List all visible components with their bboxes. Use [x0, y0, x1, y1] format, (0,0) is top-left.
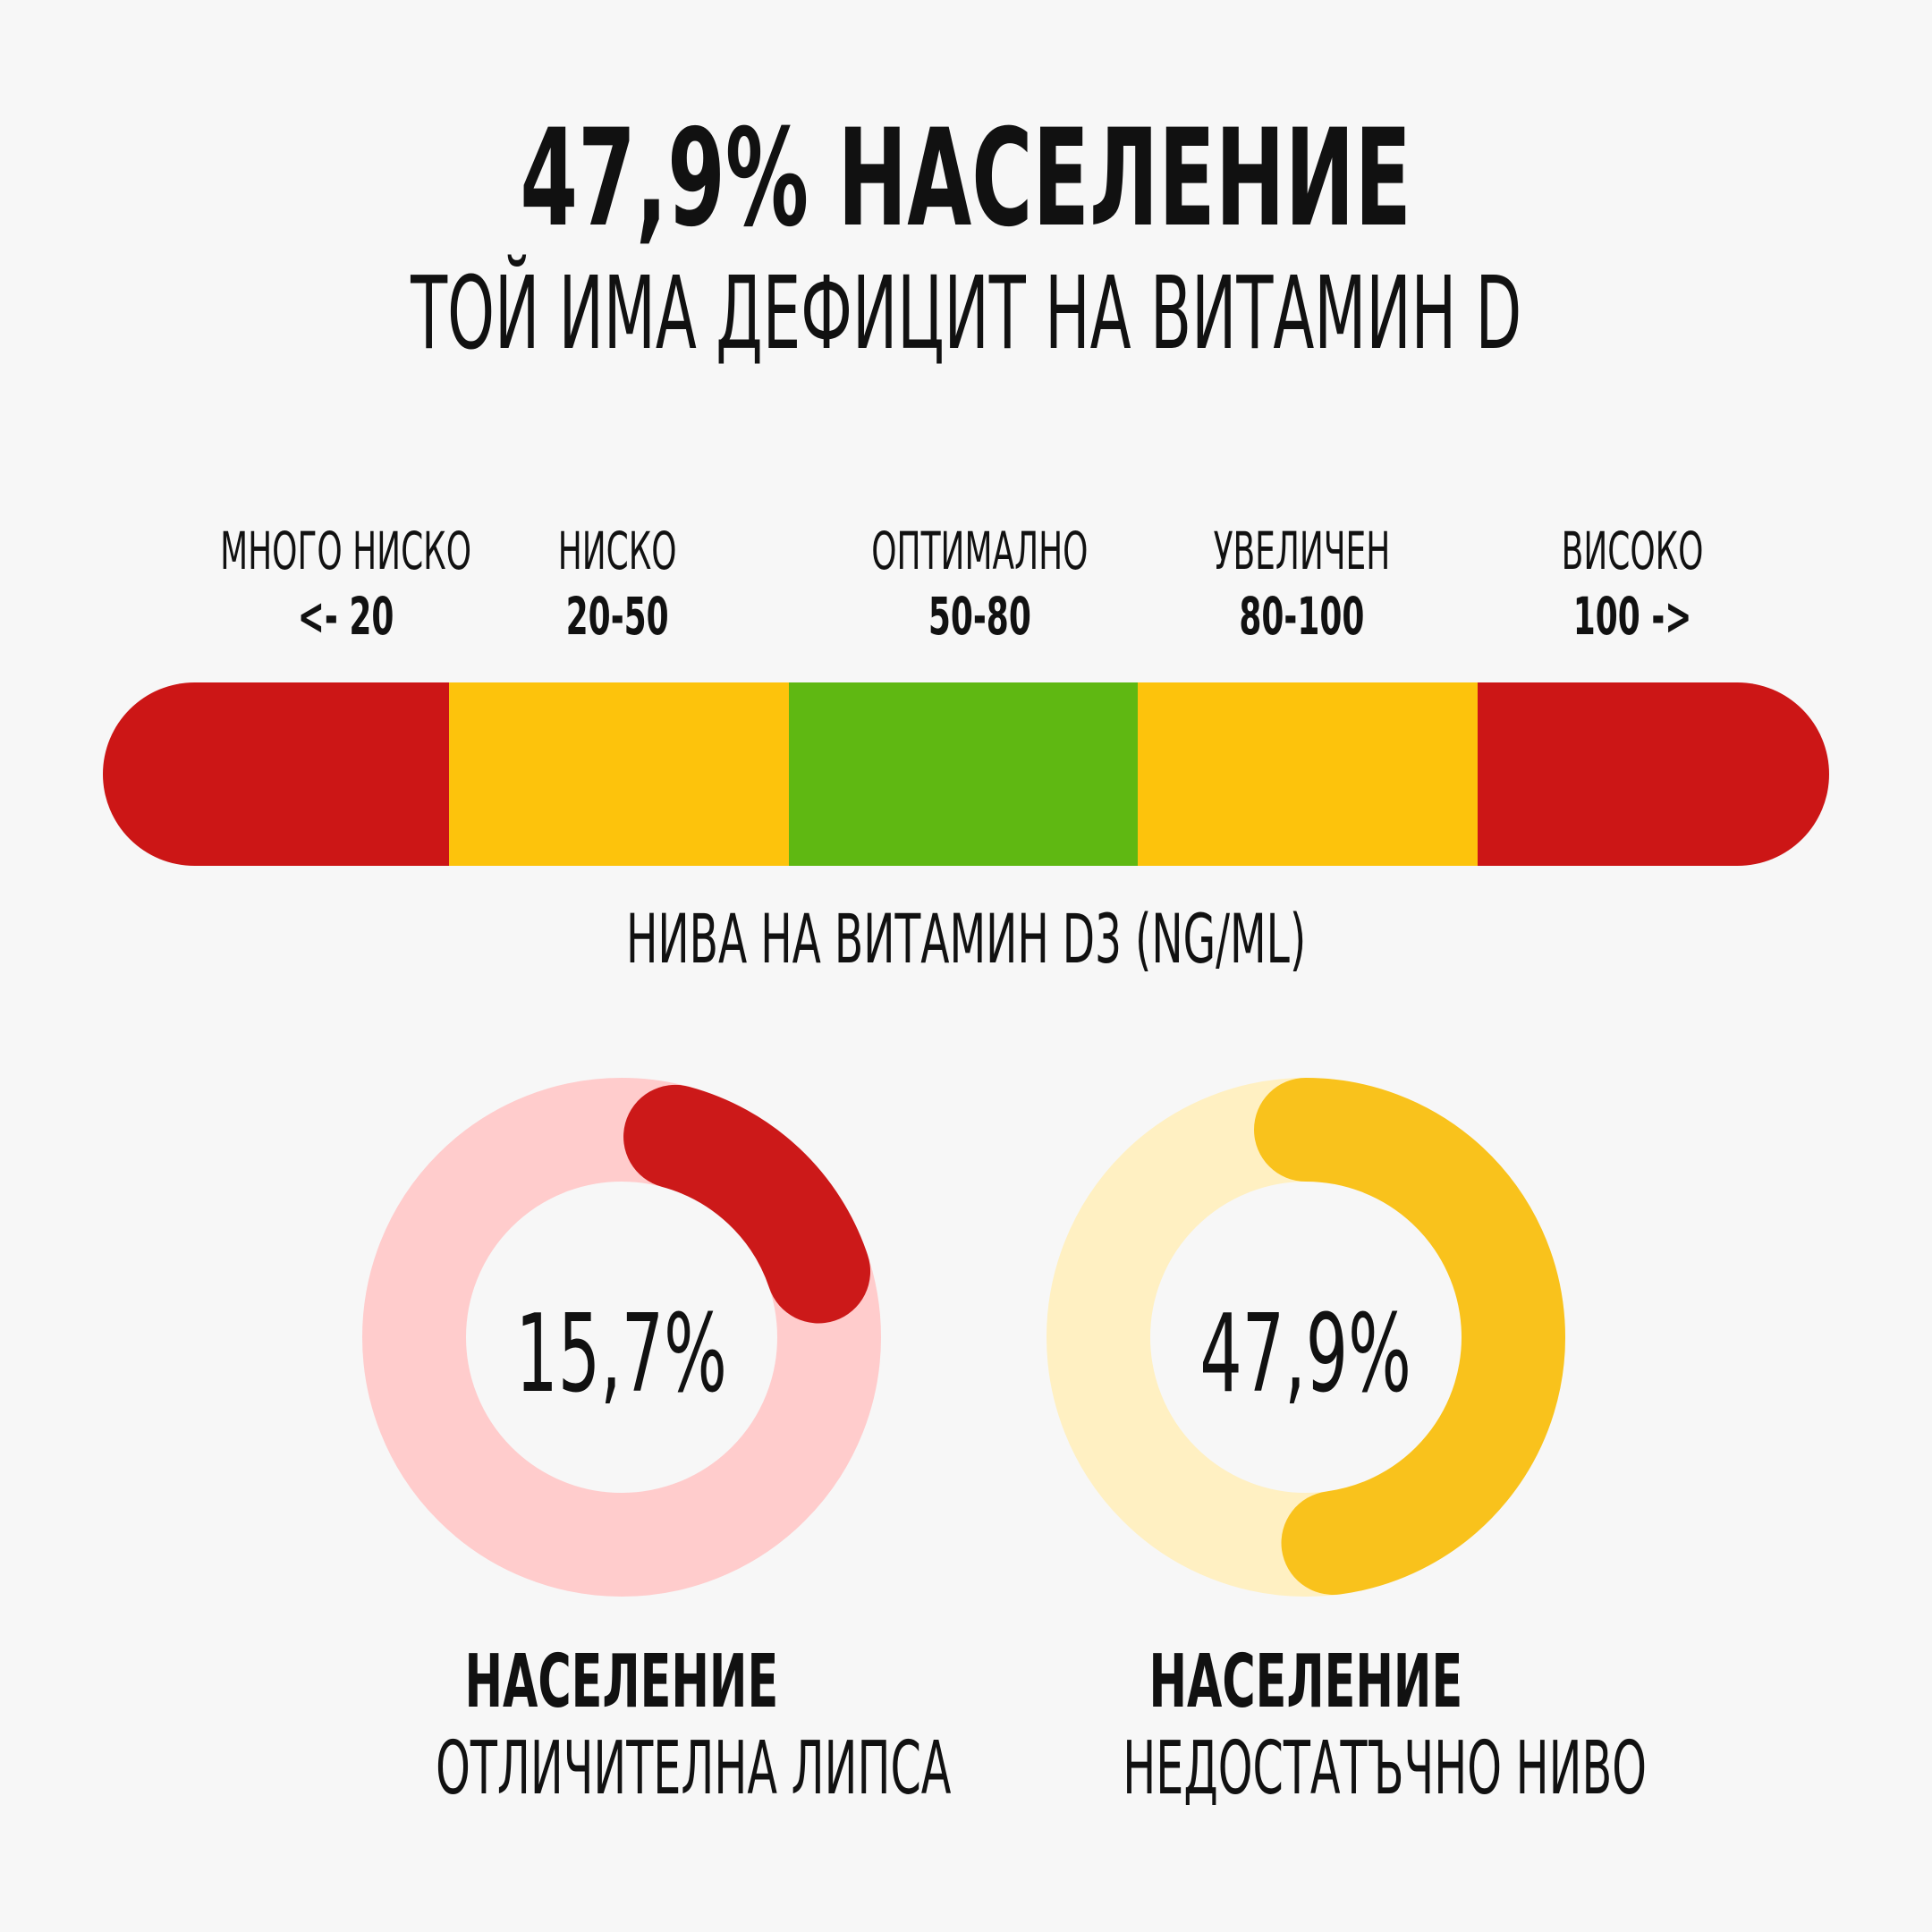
headline: 47,9% НАСЕЛЕНИЕ — [0, 112, 1932, 246]
scale-segment-low — [449, 682, 789, 866]
donut-value-text: 47,9% — [1199, 1292, 1412, 1417]
donut-value-deficiency: 15,7% — [353, 1301, 890, 1409]
vitamin-d-scale-bar — [103, 682, 1829, 866]
caption-subtitle-text: НЕДОСТАТЪЧНО НИВО — [1123, 1726, 1647, 1811]
caption-subtitle-text: ОТЛИЧИТЕЛНА ЛИПСА — [436, 1726, 952, 1811]
caption-subtitle-deficiency: ОТЛИЧИТЕЛНА ЛИПСА — [264, 1733, 979, 1806]
donut-value-text: 15,7% — [515, 1292, 728, 1417]
level-label-optimal: ОПТИМАЛНО 50-80 — [805, 519, 1127, 648]
caption-title-text: НАСЕЛЕНИЕ — [464, 1640, 779, 1724]
level-range: 100 -> — [1572, 585, 1692, 647]
level-range: 20-50 — [565, 585, 669, 647]
scale-segment-very-low — [103, 682, 449, 866]
level-name: ОПТИМАЛНО — [871, 521, 1089, 581]
donut-arc-deficiency — [623, 1084, 871, 1324]
scale-segment-elevated — [1138, 682, 1478, 866]
donut-arc-insufficient — [1254, 1078, 1565, 1595]
caption-title-deficiency: НАСЕЛЕНИЕ — [309, 1646, 935, 1719]
level-label-high: ВИСОКО 100 -> — [1471, 519, 1793, 648]
level-range: <- 20 — [297, 585, 394, 647]
scale-axis-label: НИВА НА ВИТАМИН D3 (NG/ML) — [0, 905, 1932, 973]
caption-subtitle-insufficient: НЕДОСТАТЪЧНО НИВО — [948, 1733, 1664, 1806]
scale-axis-label-text: НИВА НА ВИТАМИН D3 (NG/ML) — [625, 899, 1307, 979]
scale-segment-optimal — [789, 682, 1138, 866]
level-label-elevated: УВЕЛИЧЕН 80-100 — [1140, 519, 1462, 648]
level-name: НИСКО — [557, 521, 677, 581]
caption-title-insufficient: НАСЕЛЕНИЕ — [993, 1646, 1619, 1719]
level-name: УВЕЛИЧЕН — [1213, 521, 1390, 581]
level-range: 50-80 — [928, 585, 1031, 647]
scale-segment-high — [1478, 682, 1829, 866]
subheadline: ТОЙ ИМА ДЕФИЦИТ НА ВИТАМИН D — [0, 264, 1932, 364]
level-range: 80-100 — [1238, 585, 1365, 647]
level-label-very-low: МНОГО НИСКО <- 20 — [143, 519, 471, 648]
donut-value-insufficient: 47,9% — [1038, 1301, 1574, 1409]
caption-title-text: НАСЕЛЕНИЕ — [1148, 1640, 1463, 1724]
subheadline-text: ТОЙ ИМА ДЕФИЦИТ НА ВИТАМИН D — [410, 256, 1522, 372]
level-name: МНОГО НИСКО — [220, 521, 472, 581]
donut-track-deficiency — [362, 1078, 881, 1597]
headline-text: 47,9% НАСЕЛЕНИЕ — [520, 101, 1412, 257]
level-name: ВИСОКО — [1561, 521, 1704, 581]
level-label-low: НИСКО 20-50 — [456, 519, 778, 648]
